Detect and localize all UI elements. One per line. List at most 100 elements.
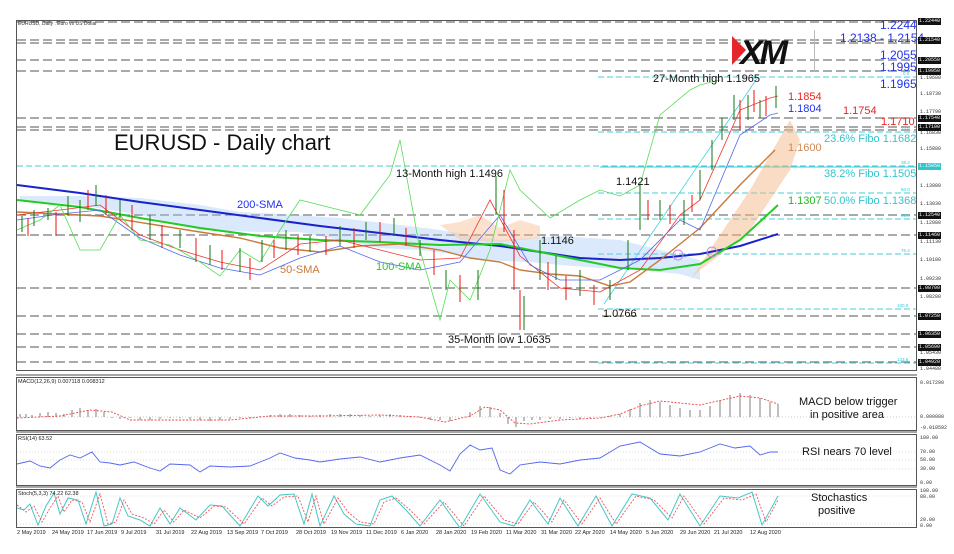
- rsi-scale-label: 100.00: [920, 435, 939, 441]
- stoch-scale-label: 100.00: [920, 488, 939, 494]
- price-label: 1.17100: [918, 124, 942, 131]
- price-label: 1.20550: [918, 57, 942, 64]
- price-tick: 1.13030: [920, 201, 942, 207]
- fibo-tag: 123.6: [897, 357, 909, 362]
- annotation-1-1600: 1.1600: [788, 142, 822, 154]
- macd-bars: [19, 393, 779, 427]
- macd-note-line2: in positive area: [810, 409, 884, 421]
- price-label: 1.08700: [918, 285, 942, 292]
- x-tick: 9 Jul 2019: [121, 530, 147, 536]
- annotation-fibo-38-2: 38.2% Fibo 1.1505: [824, 168, 917, 180]
- macd-scale-label: -0.010592: [920, 425, 948, 431]
- annotation-1-1421: 1.1421: [616, 176, 650, 188]
- symbol-caption: EURUSD, Daily : Euro vs US Dollar: [18, 21, 97, 27]
- x-tick: 7 Oct 2019: [261, 530, 288, 536]
- macd-scale-label: 0.000000: [920, 414, 945, 420]
- x-tick: 31 Mar 2020: [541, 530, 572, 536]
- x-tick: 24 May 2019: [52, 530, 84, 536]
- price-tick: 1.18730: [920, 91, 942, 97]
- macd-scale-label: 0.017290: [920, 380, 945, 386]
- price-label: 1.05690: [918, 344, 942, 351]
- rsi-scale-label: 50.00: [920, 457, 936, 463]
- support-resistance-lines: [17, 21, 916, 363]
- xm-logo-icon: XM: [732, 34, 792, 72]
- price-label: 1.15050: [918, 163, 942, 170]
- level-1-2055: 1.2055: [880, 48, 917, 62]
- level-1-1995: 1.1995: [880, 60, 917, 74]
- price-tick: 1.16830: [920, 130, 942, 136]
- price-tick: 1.17790: [920, 109, 942, 115]
- price-tick: 1.04480: [920, 366, 942, 372]
- x-tick: 6 Jan 2020: [401, 530, 429, 536]
- level-1-2138-1-2154: 1.2138 - 1.2154: [840, 31, 925, 45]
- chart-title: EURUSD - Daily chart: [114, 130, 331, 155]
- price-label: 1.19950: [918, 68, 942, 75]
- svg-text:XM: XM: [738, 34, 789, 68]
- label-100-sma: 100-SMA: [376, 261, 422, 273]
- price-tick: 1.09230: [920, 276, 942, 282]
- stoch-scale-label: 0.00: [920, 523, 933, 529]
- x-tick: 22 Aug 2019: [191, 530, 222, 536]
- annotation-35-month-low: 35-Month low 1.0635: [448, 334, 551, 346]
- price-tick: 1.15880: [920, 146, 942, 152]
- annotation-1-1146: 1.1146: [541, 235, 574, 247]
- rsi-title: RSI(14) 63.52: [18, 436, 53, 442]
- price-tick: 1.10180: [920, 257, 942, 263]
- ichimoku-cloud: [20, 120, 800, 280]
- annotation-27-month-high: 27-Month high 1.1965: [653, 73, 761, 85]
- rsi-scale-label: 0.00: [920, 480, 933, 486]
- fibo-tag: 76.4: [901, 248, 910, 253]
- x-tick: 2 May 2019: [17, 530, 46, 536]
- price-label: 1.21540: [918, 37, 942, 44]
- sma-50-line: [16, 149, 776, 287]
- stoch-d-line: [16, 492, 779, 527]
- annotation-fibo-23-6: 23.6% Fibo 1.1682: [824, 133, 917, 145]
- rsi-scale-label: 30.00: [920, 466, 936, 472]
- price-label: 1.11460: [918, 232, 942, 239]
- fibonacci-lines: [17, 76, 916, 364]
- x-tick: 19 Feb 2020: [471, 530, 502, 536]
- x-tick: 28 Oct 2019: [296, 530, 326, 536]
- stoch-title: Stoch(5,3,3) 74.22 62.38: [18, 491, 79, 497]
- annotation-1-1710: 1.1710: [881, 116, 915, 128]
- x-tick: 21 Jul 2020: [714, 530, 743, 536]
- sma-100-line: [16, 199, 779, 272]
- level-1-1965: 1.1965: [880, 77, 917, 91]
- annotation-1-1754: 1.1754: [843, 105, 877, 117]
- fibo-tag: 100.0: [897, 303, 909, 308]
- fibo-tag: 23.6: [901, 126, 910, 131]
- rsi-note: RSI nears 70 level: [802, 446, 892, 458]
- label-200-sma: 200-SMA: [237, 199, 283, 211]
- x-tick: 5 Jun 2020: [646, 530, 674, 536]
- price-label: 1.12540: [918, 212, 942, 219]
- price-tick: 1.08280: [920, 294, 942, 300]
- price-tick: 1.11130: [920, 239, 942, 245]
- x-tick: 19 Nov 2019: [331, 530, 363, 536]
- label-50-sma: 50-SMA: [280, 264, 320, 276]
- stoch-scale-label: 20.00: [920, 517, 936, 523]
- stoch-note-line1: Stochastics: [811, 492, 868, 504]
- level-1-2244: 1.2244: [880, 18, 917, 32]
- candlesticks: [21, 86, 777, 330]
- macd-note-line1: MACD below trigger: [799, 396, 898, 408]
- x-tick: 17 Jun 2019: [87, 530, 118, 536]
- logo-divider: [814, 30, 815, 72]
- annotation-13-month-high: 13-Month high 1.1496: [396, 168, 504, 180]
- stoch-scale-label: 80.00: [920, 494, 936, 500]
- stoch-k-line: [16, 490, 779, 529]
- macd-title: MACD(12,26,9) 0.007118 0.008312: [18, 379, 105, 385]
- stoch-note-line2: positive: [818, 505, 856, 517]
- price-label: 1.07250: [918, 313, 942, 320]
- annotation-1-1804: 1.1804: [788, 103, 822, 115]
- x-tick: 28 Jan 2020: [436, 530, 467, 536]
- x-tick: 31 Jul 2019: [156, 530, 185, 536]
- price-label: 1.06350: [918, 331, 942, 338]
- sma-200-line: [16, 184, 779, 262]
- macd-signal-line: [16, 395, 779, 425]
- price-tick: 1.13980: [920, 183, 942, 189]
- x-tick: 12 Aug 2020: [750, 530, 781, 536]
- fibo-tag: 61.8: [901, 213, 910, 218]
- price-label: 1.04920: [918, 359, 942, 366]
